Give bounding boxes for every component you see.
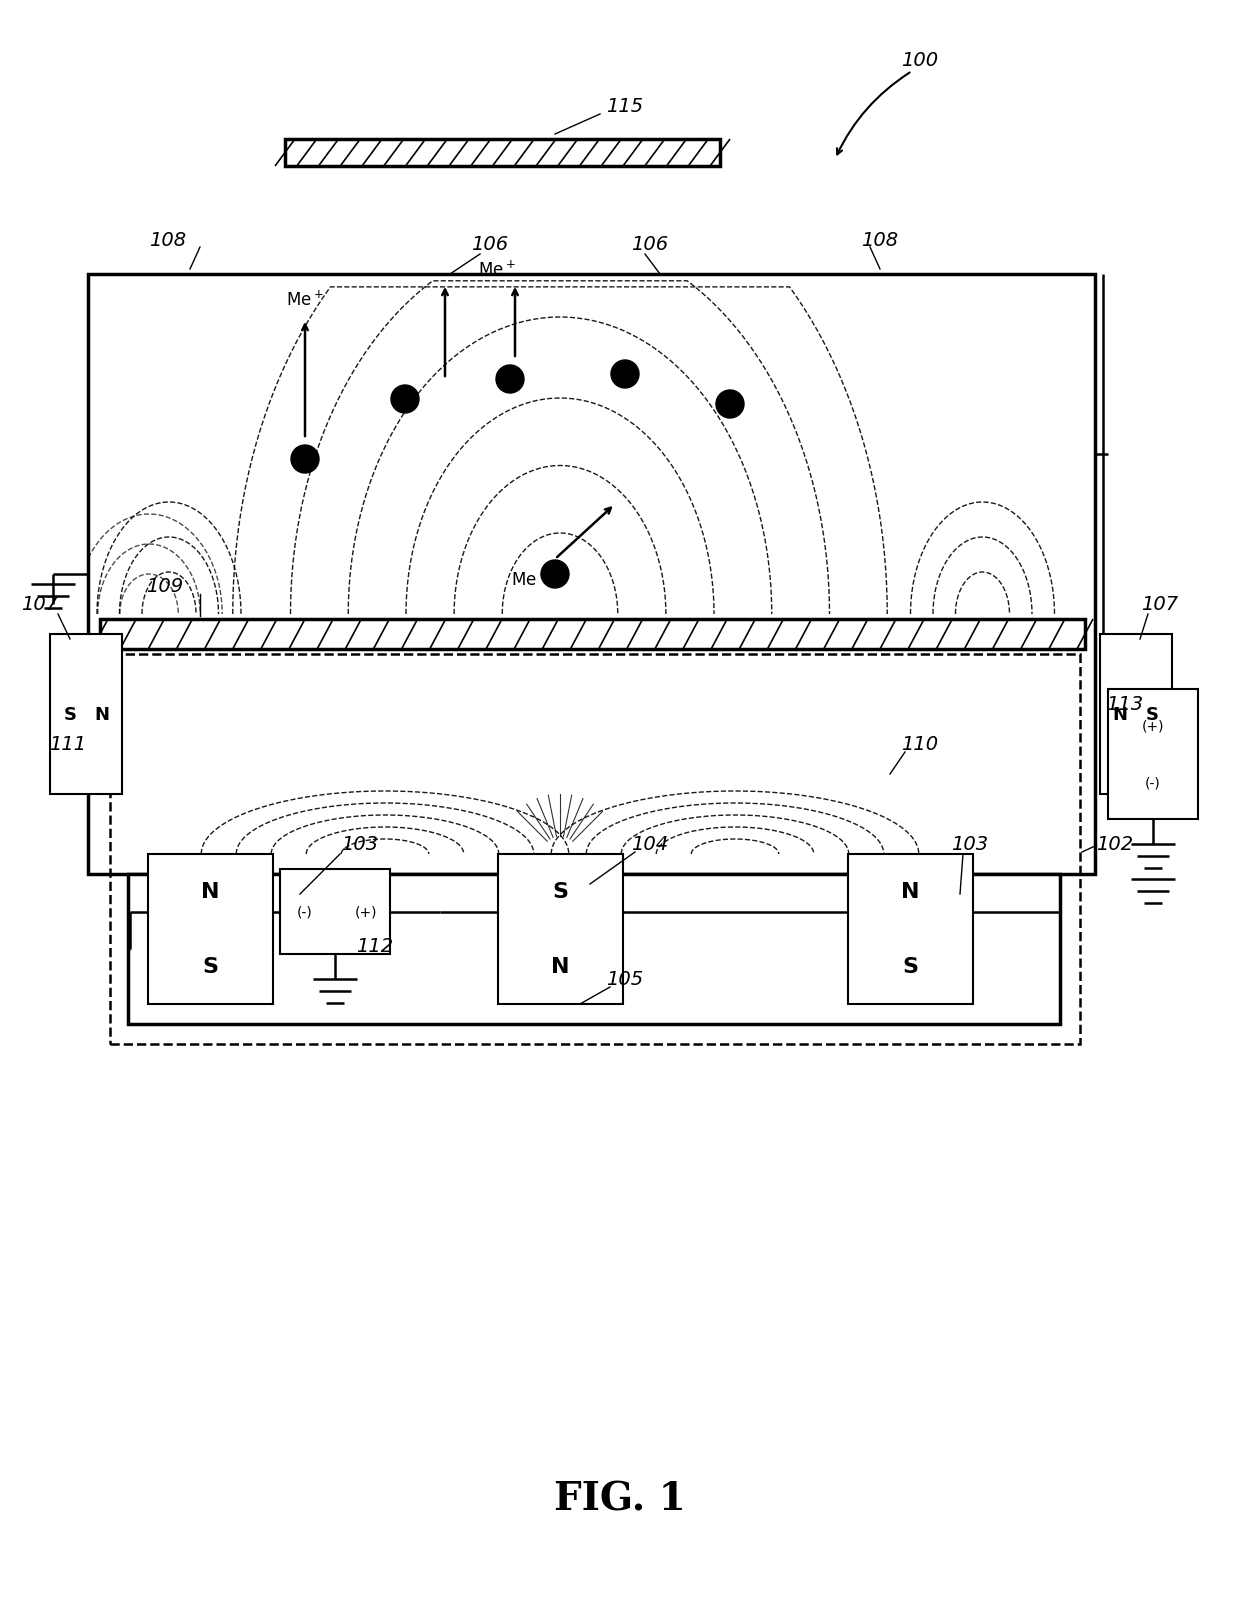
Text: (+): (+) (1142, 718, 1164, 733)
Text: 112: 112 (356, 936, 393, 955)
Text: 113: 113 (1106, 696, 1143, 713)
Bar (148, 854, 273, 1004)
Text: 104: 104 (631, 834, 668, 854)
Text: 105: 105 (606, 970, 644, 989)
Text: (-): (-) (296, 905, 312, 918)
Text: N: N (551, 957, 569, 976)
Text: 110: 110 (901, 734, 939, 754)
Bar (100, 620, 1085, 649)
Text: 103: 103 (951, 834, 988, 854)
Bar (128, 875, 1060, 1025)
Text: Me$^+$: Me$^+$ (477, 260, 516, 279)
Text: 106: 106 (631, 236, 668, 255)
Text: N: N (201, 881, 219, 902)
Text: 102: 102 (1096, 834, 1133, 854)
Circle shape (541, 560, 569, 589)
Text: S: S (202, 957, 218, 976)
Text: 109: 109 (146, 578, 184, 596)
Text: S: S (63, 705, 77, 723)
Text: (+): (+) (355, 905, 377, 918)
Bar (848, 854, 973, 1004)
Text: N: N (900, 881, 919, 902)
Text: 108: 108 (150, 231, 186, 249)
Bar (280, 870, 391, 954)
Circle shape (291, 445, 319, 473)
Text: 111: 111 (50, 734, 87, 754)
Text: 107: 107 (21, 596, 58, 613)
Text: S: S (901, 957, 918, 976)
Text: S: S (1146, 705, 1158, 723)
Bar (88, 274, 1095, 875)
Bar (1100, 634, 1172, 794)
Text: 107: 107 (1142, 596, 1178, 613)
Text: N: N (1112, 705, 1127, 723)
Bar (285, 140, 720, 166)
Bar (498, 854, 622, 1004)
Bar (110, 655, 1080, 1044)
Circle shape (611, 362, 639, 389)
Text: FIG. 1: FIG. 1 (554, 1480, 686, 1519)
Text: N: N (94, 705, 109, 723)
Bar (1109, 689, 1198, 820)
Text: 100: 100 (901, 50, 939, 69)
Circle shape (391, 386, 419, 413)
Text: Me$^+$: Me$^+$ (511, 570, 549, 589)
Text: 115: 115 (606, 97, 644, 116)
Text: S: S (552, 881, 568, 902)
Text: 108: 108 (862, 231, 899, 249)
Text: Me$^+$: Me$^+$ (286, 291, 324, 310)
Bar (50, 634, 122, 794)
Text: 103: 103 (341, 834, 378, 854)
Text: 106: 106 (471, 236, 508, 255)
Circle shape (715, 391, 744, 418)
Circle shape (496, 366, 525, 394)
Text: (-): (-) (1145, 776, 1161, 791)
